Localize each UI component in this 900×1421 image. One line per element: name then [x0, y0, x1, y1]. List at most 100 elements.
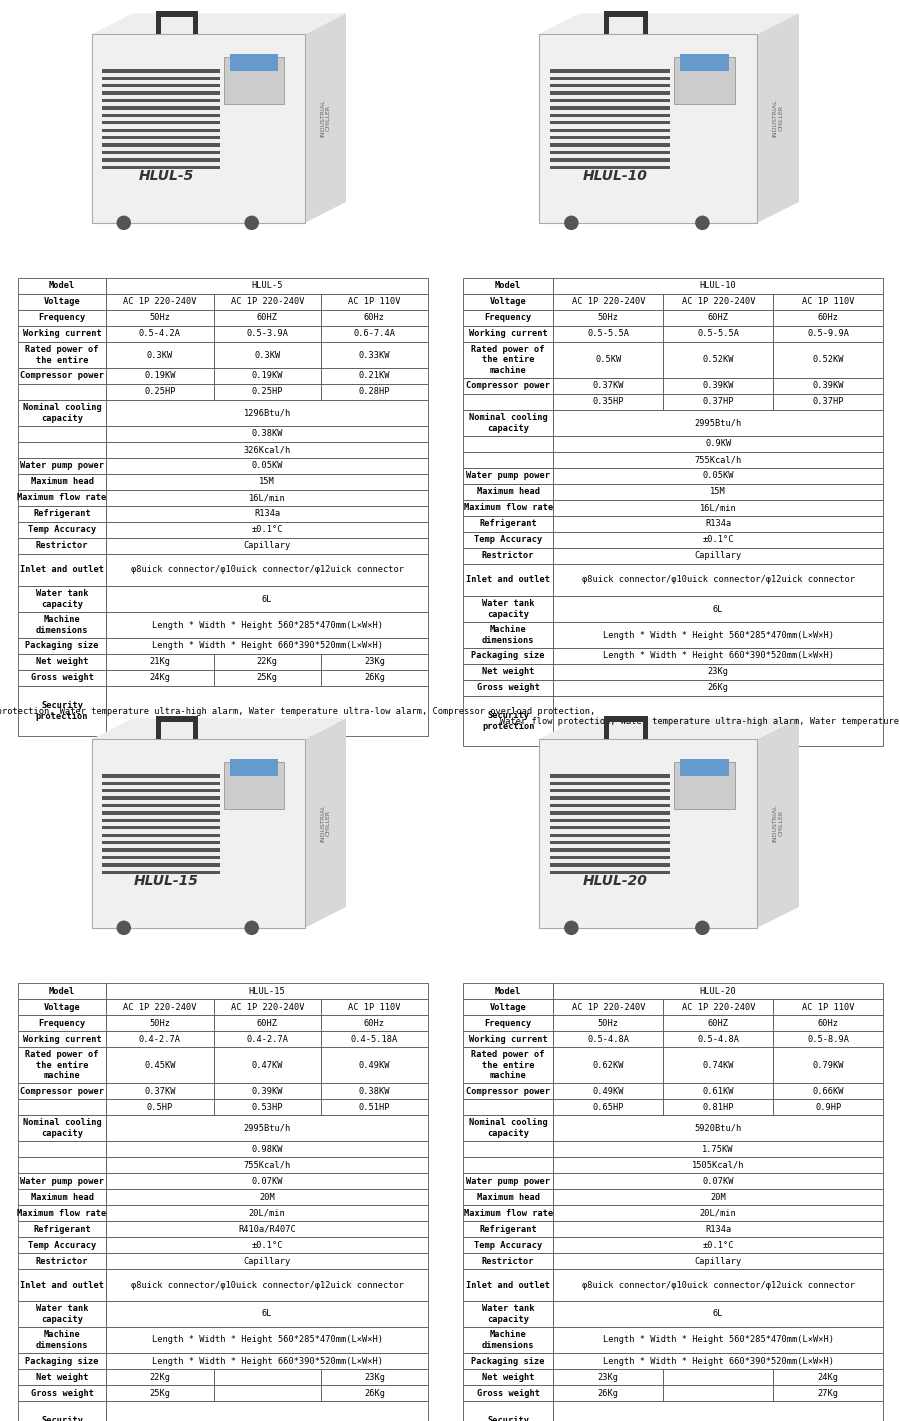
- Text: 20M: 20M: [710, 1192, 726, 1202]
- Bar: [554, 1353, 883, 1368]
- Bar: [213, 325, 321, 342]
- Bar: [18, 1327, 106, 1353]
- Bar: [106, 1385, 213, 1401]
- Bar: [773, 378, 883, 394]
- Polygon shape: [92, 13, 346, 34]
- Bar: [106, 1401, 428, 1421]
- Bar: [103, 782, 220, 784]
- Bar: [230, 759, 278, 776]
- Bar: [554, 1401, 883, 1421]
- Bar: [18, 490, 106, 506]
- Bar: [213, 1015, 321, 1032]
- Text: 0.19KW: 0.19KW: [144, 371, 176, 381]
- Bar: [663, 1015, 773, 1032]
- Text: Packaging size: Packaging size: [25, 641, 99, 651]
- Bar: [550, 797, 670, 800]
- Bar: [554, 1083, 663, 1098]
- Text: ±0.1°C: ±0.1°C: [702, 536, 733, 544]
- Bar: [18, 686, 106, 736]
- Text: 755Kcal/h: 755Kcal/h: [695, 456, 742, 465]
- Bar: [106, 1015, 213, 1032]
- Text: 1505Kcal/h: 1505Kcal/h: [692, 1161, 744, 1169]
- Text: AC 1P 220-240V: AC 1P 220-240V: [572, 297, 645, 307]
- Text: Length * Width * Height 560*285*470mm(L×W×H): Length * Width * Height 560*285*470mm(L×…: [151, 621, 382, 630]
- Polygon shape: [757, 13, 799, 223]
- Text: 0.5-5.5A: 0.5-5.5A: [588, 330, 629, 338]
- Bar: [106, 669, 213, 686]
- Bar: [106, 1205, 428, 1221]
- Bar: [554, 999, 663, 1015]
- Text: R134a: R134a: [705, 1225, 732, 1233]
- Bar: [554, 1098, 663, 1115]
- Text: 0.52KW: 0.52KW: [813, 355, 844, 365]
- Text: Compressor power: Compressor power: [20, 371, 104, 381]
- Bar: [550, 107, 670, 109]
- Bar: [321, 1015, 428, 1032]
- Text: Capillary: Capillary: [244, 1256, 291, 1266]
- Bar: [18, 475, 106, 490]
- Bar: [18, 1047, 106, 1083]
- Bar: [643, 716, 648, 739]
- Text: Water pump power: Water pump power: [20, 462, 104, 470]
- Text: Water pump power: Water pump power: [20, 1177, 104, 1185]
- Text: Model: Model: [495, 281, 521, 290]
- Bar: [106, 1115, 428, 1141]
- Text: 0.37HP: 0.37HP: [813, 398, 844, 406]
- Bar: [463, 1189, 554, 1205]
- Text: AC 1P 220-240V: AC 1P 220-240V: [123, 1002, 196, 1012]
- Text: Water pump power: Water pump power: [466, 472, 550, 480]
- Bar: [321, 310, 428, 325]
- Text: AC 1P 110V: AC 1P 110V: [802, 1002, 854, 1012]
- Text: Voltage: Voltage: [44, 297, 80, 307]
- Bar: [18, 1032, 106, 1047]
- Bar: [604, 716, 609, 739]
- Bar: [213, 310, 321, 325]
- Bar: [106, 1189, 428, 1205]
- Bar: [103, 855, 220, 860]
- Bar: [773, 310, 883, 325]
- Text: R134a: R134a: [254, 510, 280, 519]
- Bar: [18, 1221, 106, 1238]
- Bar: [554, 648, 883, 664]
- Circle shape: [117, 921, 130, 935]
- Text: 50Hz: 50Hz: [598, 314, 619, 323]
- Bar: [773, 342, 883, 378]
- Text: AC 1P 220-240V: AC 1P 220-240V: [230, 297, 304, 307]
- Bar: [106, 638, 428, 654]
- Bar: [18, 522, 106, 539]
- Bar: [463, 436, 554, 452]
- Text: 0.51HP: 0.51HP: [359, 1103, 391, 1111]
- Bar: [18, 999, 106, 1015]
- Bar: [18, 554, 106, 585]
- Bar: [18, 1115, 106, 1141]
- Text: 60HZ: 60HZ: [708, 314, 729, 323]
- Bar: [321, 1032, 428, 1047]
- Bar: [463, 452, 554, 468]
- Text: 6L: 6L: [713, 1310, 724, 1319]
- Text: Maximum head: Maximum head: [477, 487, 540, 496]
- Text: 23Kg: 23Kg: [707, 668, 729, 676]
- Bar: [773, 1385, 883, 1401]
- Text: 0.62KW: 0.62KW: [592, 1060, 624, 1070]
- Text: Gross weight: Gross weight: [31, 1388, 94, 1397]
- Bar: [106, 294, 213, 310]
- Bar: [213, 1368, 321, 1385]
- Text: 22Kg: 22Kg: [149, 1373, 170, 1381]
- Bar: [106, 1269, 428, 1302]
- Text: 5920Btu/h: 5920Btu/h: [695, 1124, 742, 1133]
- Bar: [18, 1083, 106, 1098]
- Bar: [550, 774, 670, 777]
- Text: R134a: R134a: [705, 520, 732, 529]
- Bar: [463, 1238, 554, 1253]
- Text: 0.07KW: 0.07KW: [251, 1177, 283, 1185]
- Bar: [554, 1253, 883, 1269]
- Bar: [554, 1141, 883, 1157]
- Bar: [18, 1385, 106, 1401]
- Text: 0.9HP: 0.9HP: [815, 1103, 842, 1111]
- Bar: [674, 762, 735, 809]
- Bar: [106, 983, 428, 999]
- Text: Water tank
capacity: Water tank capacity: [36, 590, 88, 608]
- Bar: [554, 1327, 883, 1353]
- Text: 20L/min: 20L/min: [248, 1208, 285, 1218]
- Bar: [463, 1047, 554, 1083]
